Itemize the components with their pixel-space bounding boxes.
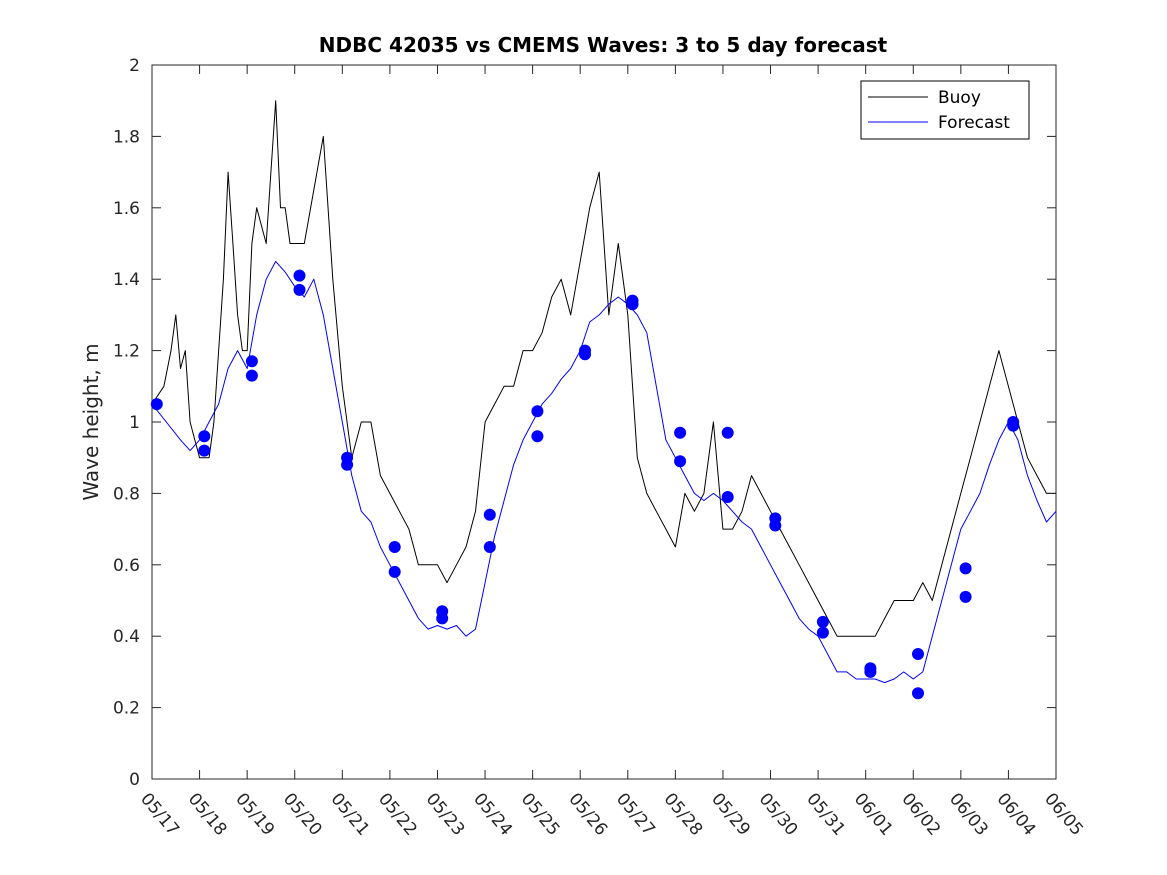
y-tick-label: 0 xyxy=(129,770,140,790)
legend: Buoy Forecast xyxy=(860,80,1030,140)
forecast-marker xyxy=(912,648,924,660)
x-tick-label: 06/02 xyxy=(897,789,944,839)
marker-layer xyxy=(150,269,1020,700)
x-tick-label: 05/26 xyxy=(564,789,611,839)
y-tick-label: 1.8 xyxy=(113,127,140,147)
x-tick-label: 05/17 xyxy=(136,789,183,839)
x-tick-label: 05/28 xyxy=(660,789,707,839)
legend-label-forecast: Forecast xyxy=(938,113,1010,133)
x-tick-label: 05/19 xyxy=(231,789,278,839)
forecast-marker xyxy=(959,562,972,575)
x-tick-label: 05/21 xyxy=(326,789,373,839)
x-tick-label: 06/01 xyxy=(850,789,897,839)
y-axis-label: Wave height, m xyxy=(79,343,103,500)
x-tick-label: 05/24 xyxy=(469,789,516,839)
forecast-marker xyxy=(436,612,449,625)
forecast-marker xyxy=(531,405,544,418)
forecast-marker xyxy=(245,369,258,382)
x-tick-label: 06/03 xyxy=(945,789,992,839)
series-line-buoy xyxy=(151,100,1056,637)
forecast-marker xyxy=(388,565,401,578)
forecast-marker xyxy=(198,430,211,443)
legend-label-buoy: Buoy xyxy=(938,88,981,108)
forecast-marker xyxy=(483,541,496,553)
forecast-marker xyxy=(626,298,639,311)
forecast-marker xyxy=(1007,419,1020,432)
y-tick-label: 0.6 xyxy=(113,556,140,576)
forecast-marker xyxy=(341,458,354,471)
forecast-marker xyxy=(816,626,829,639)
forecast-marker xyxy=(816,615,829,628)
forecast-marker xyxy=(864,665,877,678)
forecast-marker xyxy=(245,355,258,368)
legend-box xyxy=(860,80,1030,140)
y-tick-label: 2 xyxy=(129,56,140,76)
x-tick-label: 05/20 xyxy=(279,789,326,839)
chart-title: NDBC 42035 vs CMEMS Waves: 3 to 5 day fo… xyxy=(319,33,888,57)
x-tick-label: 06/05 xyxy=(1040,789,1087,839)
forecast-marker xyxy=(531,430,544,443)
forecast-marker xyxy=(674,455,687,468)
y-tick-label: 0.8 xyxy=(113,484,140,504)
x-tick-label: 05/22 xyxy=(374,789,421,839)
forecast-marker xyxy=(579,348,591,361)
series-layer xyxy=(151,100,1057,684)
x-tick-label: 05/31 xyxy=(802,789,849,839)
y-tick-label: 1 xyxy=(129,413,140,433)
forecast-marker xyxy=(769,519,782,532)
forecast-marker xyxy=(959,590,972,603)
x-tick-label: 05/25 xyxy=(517,789,564,839)
forecast-marker xyxy=(674,426,687,439)
x-tick-label: 05/23 xyxy=(422,789,469,839)
x-tick-label: 05/30 xyxy=(755,789,802,839)
forecast-marker xyxy=(721,426,734,439)
forecast-marker xyxy=(912,687,924,700)
forecast-marker xyxy=(721,491,734,503)
x-tick-label: 05/18 xyxy=(184,789,231,839)
forecast-marker xyxy=(483,508,496,521)
y-tick-label: 0.4 xyxy=(113,627,140,647)
series-line-forecast xyxy=(151,260,1057,684)
plot-frame xyxy=(151,64,1057,780)
forecast-marker xyxy=(388,541,401,553)
x-tick-label: 06/04 xyxy=(993,789,1040,839)
y-tick-label: 0.2 xyxy=(113,699,140,719)
y-tick-label: 1.6 xyxy=(113,199,140,219)
forecast-marker xyxy=(293,269,306,282)
x-tick-label: 05/27 xyxy=(612,789,659,839)
y-tick-label: 1.4 xyxy=(113,270,140,290)
y-tick-label: 1.2 xyxy=(113,342,140,362)
forecast-marker xyxy=(293,283,306,296)
x-tick-label: 05/29 xyxy=(707,789,754,839)
forecast-marker xyxy=(150,398,163,411)
forecast-marker xyxy=(198,444,211,457)
